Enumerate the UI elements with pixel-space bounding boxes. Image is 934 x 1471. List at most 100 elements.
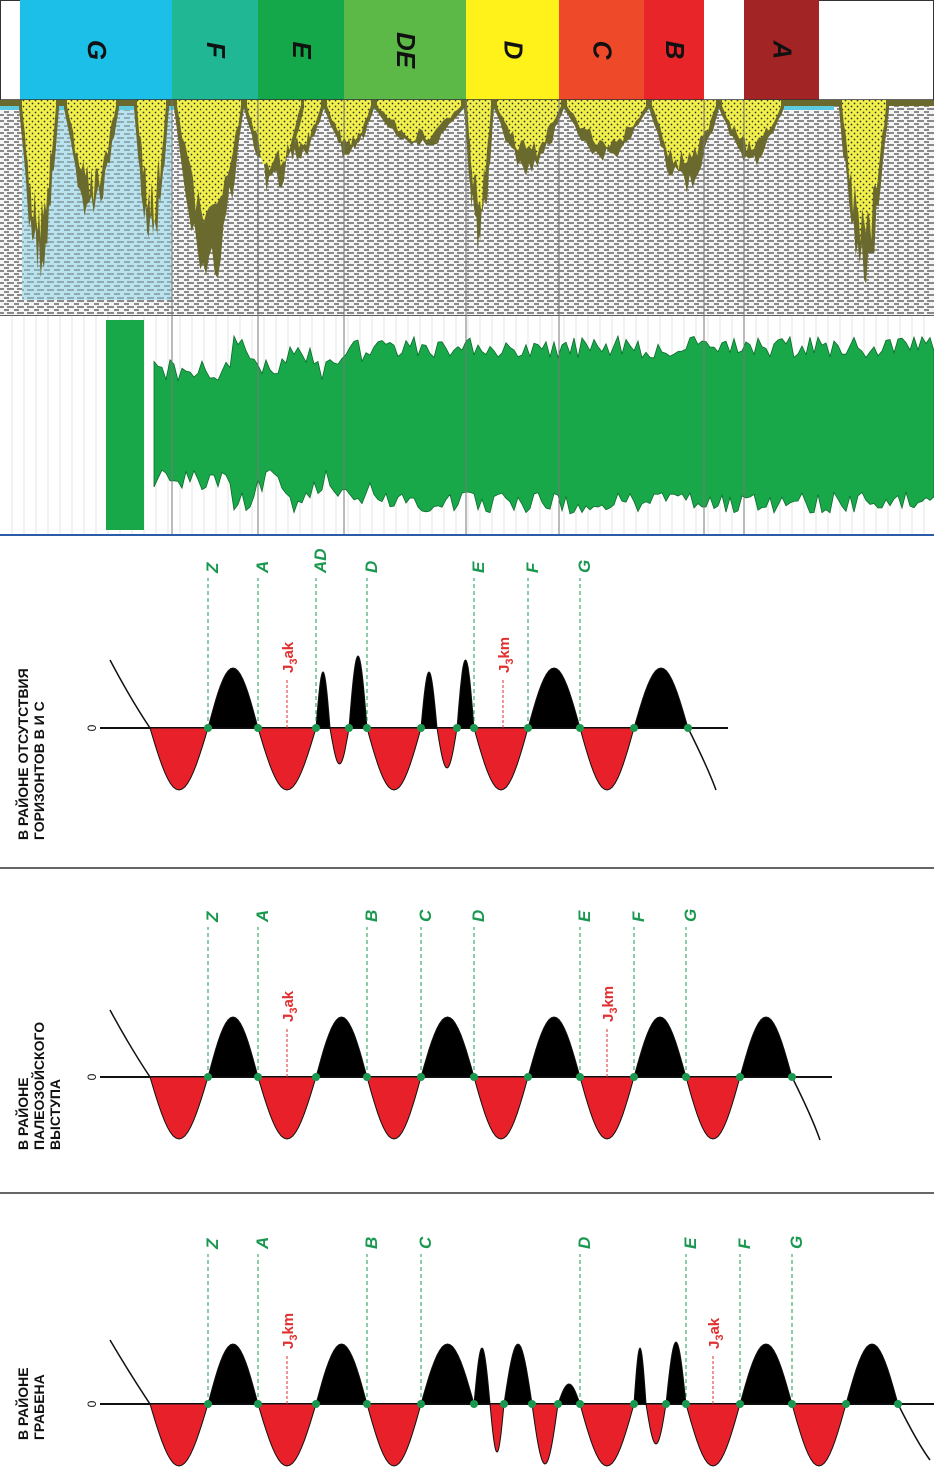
peak-lobe xyxy=(315,1343,368,1405)
sand-body-12-sand xyxy=(137,100,166,224)
sand-body-11-sand xyxy=(177,100,241,223)
horizon-label: E xyxy=(681,1237,700,1249)
peak-lobe xyxy=(633,1347,647,1405)
horizon-label: G xyxy=(787,1236,806,1249)
zone-G xyxy=(20,0,172,100)
trough-lobe xyxy=(791,1403,847,1467)
zero-crossing-node xyxy=(630,724,638,732)
horizon-label: C xyxy=(416,1236,435,1249)
peak-lobe xyxy=(665,1341,687,1405)
lead-out-curve xyxy=(897,1403,931,1461)
sand-body-4-sand xyxy=(567,100,646,148)
trough-lobe xyxy=(257,727,317,791)
marker-label: J3ak xyxy=(280,990,300,1022)
zero-crossing-node xyxy=(788,1073,796,1081)
horizon-label: B xyxy=(362,1237,381,1249)
panel-title-line: ГОРИЗОНТОВ В И С xyxy=(31,701,47,840)
zone-B xyxy=(644,0,704,100)
zero-crossing-node xyxy=(554,1400,562,1408)
marker-base: J xyxy=(600,1014,617,1022)
lead-in-curve xyxy=(109,659,151,729)
horizon-label: C xyxy=(416,909,435,922)
marker-label: J3km xyxy=(280,1313,300,1349)
zone-label: A xyxy=(768,40,798,60)
zero-label: 0 xyxy=(85,1073,99,1080)
zero-crossing-node xyxy=(345,724,353,732)
zone-C xyxy=(559,0,644,100)
zero-crossing-node xyxy=(736,1073,744,1081)
horizon-label: B xyxy=(362,910,381,922)
lead-out-curve xyxy=(791,1076,821,1141)
zone-DE xyxy=(344,0,466,100)
zone-F xyxy=(172,0,258,100)
horizon-label: D xyxy=(575,1237,594,1249)
sand-body-14-sand xyxy=(22,100,56,240)
trough-lobe xyxy=(366,727,422,791)
horizon-label: Z xyxy=(203,911,222,923)
zero-crossing-node xyxy=(894,1400,902,1408)
horizon-label: D xyxy=(362,561,381,573)
marker-suffix: ak xyxy=(280,641,297,658)
peak-lobe xyxy=(348,655,368,729)
lithology-log xyxy=(0,100,934,317)
zero-crossing-node xyxy=(528,1400,536,1408)
zone-label: D xyxy=(499,41,529,60)
trough-lobe xyxy=(366,1076,422,1140)
amplitude-block xyxy=(106,320,144,530)
horizon-label: AD xyxy=(311,548,330,574)
peak-lobe xyxy=(207,1343,259,1405)
trough-lobe xyxy=(436,727,458,769)
sand-body-1-sand xyxy=(842,100,886,243)
horizon-label: A xyxy=(253,561,272,574)
trough-lobe xyxy=(257,1076,317,1140)
marker-label: J3ak xyxy=(706,1317,726,1349)
horizon-label: A xyxy=(253,910,272,923)
zone-label: F xyxy=(201,42,231,59)
sand-body-3-sand xyxy=(652,100,716,171)
marker-base: J xyxy=(280,1341,297,1349)
zero-crossing-node xyxy=(524,1073,532,1081)
peak-lobe xyxy=(633,1016,687,1078)
peak-lobe xyxy=(527,667,581,729)
zero-crossing-node xyxy=(312,1073,320,1081)
zero-crossing-node xyxy=(662,1400,670,1408)
panel-title-line: В РАЙОНЕ xyxy=(14,1077,31,1150)
horizon-label: F xyxy=(523,562,542,573)
marker-base: J xyxy=(280,1014,297,1022)
trough-lobe xyxy=(257,1403,317,1467)
marker-suffix: ak xyxy=(280,990,297,1007)
zone-A xyxy=(744,0,819,100)
peak-lobe xyxy=(420,1343,475,1405)
zone-E xyxy=(258,0,344,100)
marker-sub: 3 xyxy=(504,659,516,665)
zero-crossing-node xyxy=(312,1400,320,1408)
zero-label: 0 xyxy=(85,724,99,731)
peak-lobe xyxy=(739,1343,793,1405)
marker-sub: 3 xyxy=(714,1335,726,1341)
trough-lobe xyxy=(366,1403,422,1467)
trough-lobe xyxy=(685,1403,741,1467)
trough-lobe xyxy=(149,1076,209,1140)
horizon-label: E xyxy=(469,561,488,573)
horizon-label: F xyxy=(735,1238,754,1249)
trough-lobe xyxy=(531,1403,559,1465)
marker-base: J xyxy=(496,665,513,673)
zone-D xyxy=(466,0,559,100)
marker-suffix: km xyxy=(280,1313,297,1335)
sand-body-5-sand xyxy=(497,100,561,157)
zero-crossing-node xyxy=(500,1400,508,1408)
panel-title-line: В РАЙОНЕ xyxy=(14,1367,31,1440)
marker-label: J3km xyxy=(496,637,516,673)
sand-body-6-sand xyxy=(467,100,491,210)
trough-lobe xyxy=(149,1403,209,1467)
trough-lobe xyxy=(149,727,209,791)
trough-lobe xyxy=(579,727,635,791)
trough-lobe xyxy=(473,1076,529,1140)
marker-sub: 3 xyxy=(288,1335,300,1341)
lead-in-curve xyxy=(109,1339,151,1405)
amplitude-envelope xyxy=(153,334,934,515)
zone-label: B xyxy=(660,41,690,60)
